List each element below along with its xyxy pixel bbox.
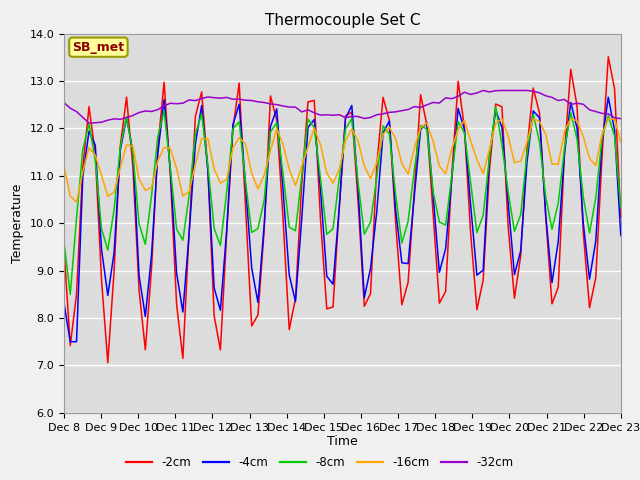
Title: Thermocouple Set C: Thermocouple Set C [265,13,420,28]
Y-axis label: Temperature: Temperature [11,183,24,263]
Text: SB_met: SB_met [72,41,124,54]
X-axis label: Time: Time [327,435,358,448]
Legend: -2cm, -4cm, -8cm, -16cm, -32cm: -2cm, -4cm, -8cm, -16cm, -32cm [122,452,518,474]
